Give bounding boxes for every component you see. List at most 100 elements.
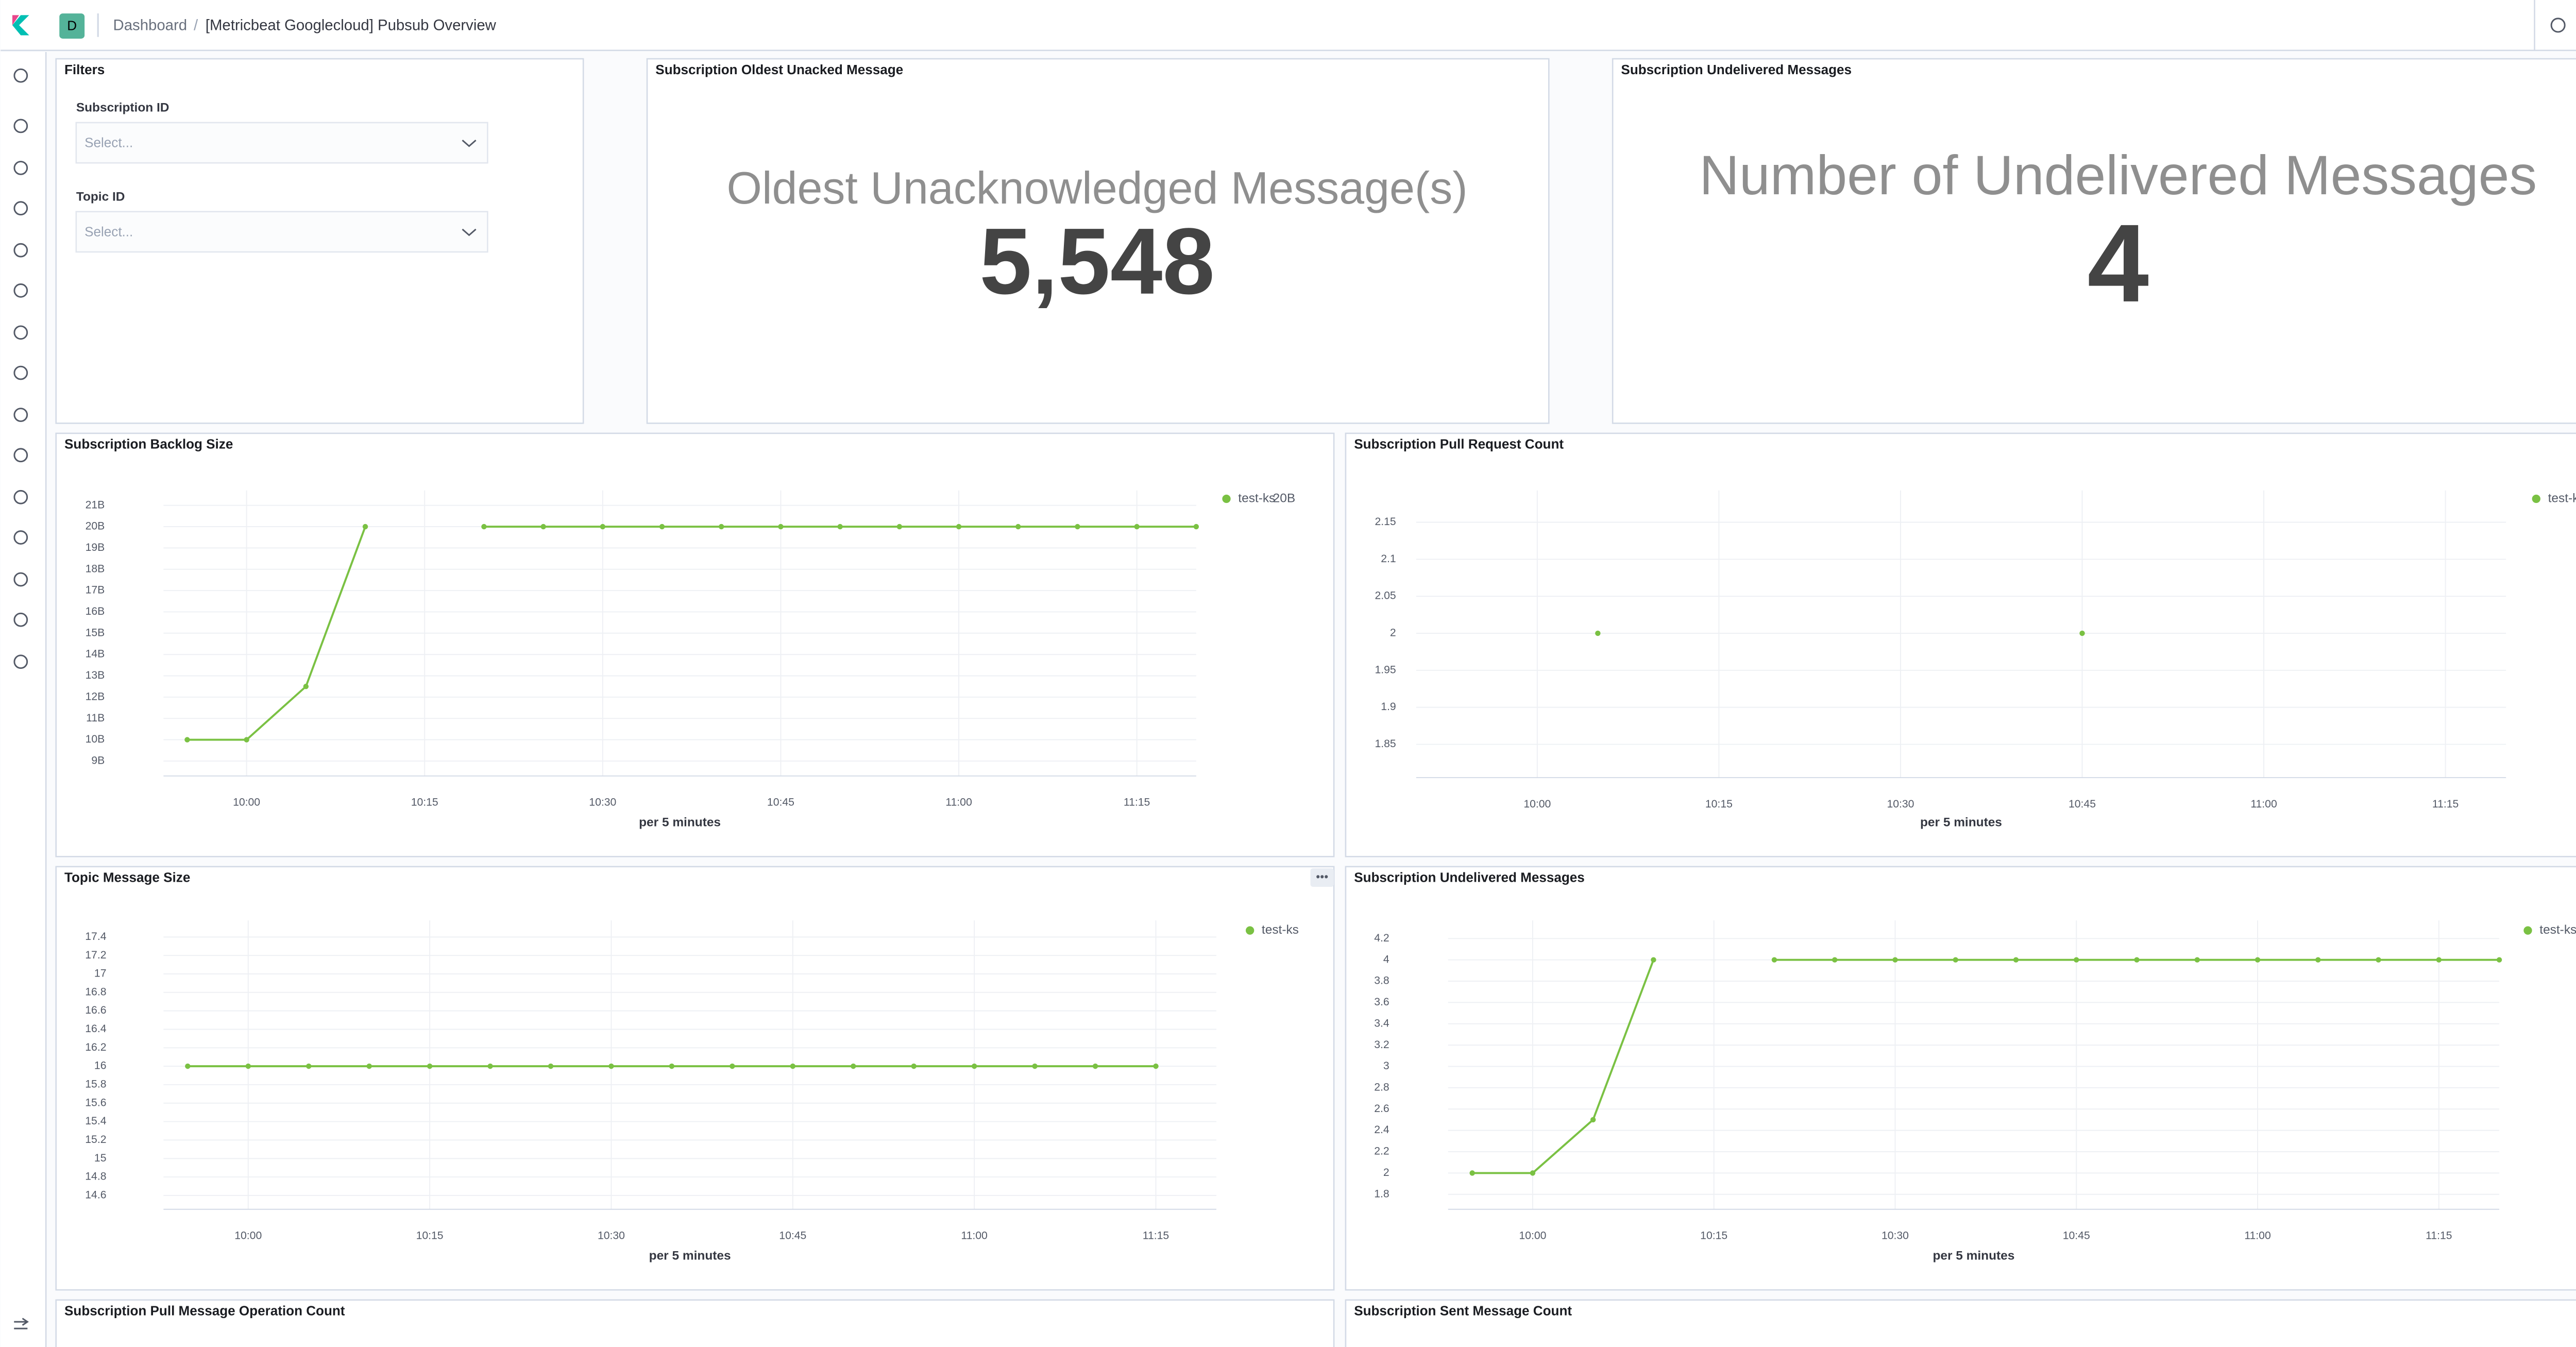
y-tick-label: 4 [1383, 953, 1389, 965]
x-tick-label: 11:00 [945, 797, 972, 809]
y-tick-label: 2.05 [1375, 590, 1396, 602]
nav-icon[interactable] [13, 201, 28, 216]
y-tick-label: 14.8 [85, 1171, 106, 1183]
data-point [184, 737, 190, 743]
y-tick-label: 15B [86, 627, 105, 638]
dropdown[interactable] [75, 211, 488, 253]
x-tick-label: 10:00 [233, 797, 260, 809]
y-tick-label: 13B [86, 669, 105, 681]
metric-label: Oldest Unacknowledged Message(s) [727, 162, 1468, 213]
nav-icons [13, 68, 29, 1329]
legend-label[interactable]: test-ks [2548, 491, 2576, 505]
chart: Subscription Backlog Size 9B 10B 11B 12B 13B 1… [55, 432, 1335, 857]
y-tick-label: 2.1 [1381, 553, 1396, 565]
chart: Subscription Undelivered Messages 1.8 2 2.2… [1345, 866, 2576, 1291]
nav-icon[interactable] [13, 161, 28, 175]
legend-swatch [1245, 926, 1255, 935]
x-tick-label: 10:00 [1519, 1230, 1546, 1241]
y-tick-label: 15.8 [85, 1079, 106, 1090]
x-tick-label: 10:30 [598, 1230, 625, 1241]
x-tick-label: 11:15 [2432, 798, 2459, 810]
y-tick-label: 2.8 [1374, 1081, 1389, 1093]
x-tick-label: 10:30 [589, 797, 616, 809]
x-tick-label: 10:45 [2063, 1230, 2090, 1241]
y-tick-label: 2 [1383, 1167, 1389, 1178]
chart-panel [1345, 866, 2576, 1291]
x-tick-label: 10:15 [411, 797, 438, 809]
data-point [540, 524, 546, 530]
y-tick-label: 3.4 [1374, 1017, 1389, 1029]
metric-panel [646, 58, 1550, 424]
y-tick-label: 1.9 [1381, 701, 1396, 713]
legend-swatch [1222, 494, 1231, 503]
panel-title: Topic Message Size [64, 870, 190, 885]
panel-title: Subscription Undelivered Messages [1621, 62, 1852, 77]
chevron [462, 228, 477, 237]
nav-icon[interactable] [13, 654, 28, 669]
y-tick-label: 14B [86, 648, 105, 660]
data-point [2496, 957, 2502, 963]
y-tick-label: 1.8 [1374, 1188, 1389, 1200]
data-point [2436, 957, 2442, 963]
legend-label[interactable]: test-ks [2539, 923, 2576, 937]
data-point [2255, 957, 2261, 963]
x-tick-label: 11:15 [2426, 1230, 2452, 1241]
data-point [1590, 1117, 1596, 1123]
nav-icon[interactable] [13, 68, 28, 83]
nav-icon[interactable] [13, 530, 28, 545]
nav-icon[interactable] [13, 325, 28, 340]
help-icon[interactable] [2550, 18, 2566, 33]
y-tick-label: 12B [86, 691, 105, 702]
data-point [719, 524, 724, 530]
y-tick-label: 14.6 [85, 1189, 106, 1201]
charts: Subscription Backlog Size 9B 10B 11B 12B 13B 1… [55, 432, 2576, 1291]
nav-icon[interactable] [13, 243, 28, 258]
nav-icon[interactable] [13, 119, 28, 133]
metric-panel [1612, 58, 2576, 424]
data-point [303, 683, 309, 689]
nav-icon[interactable] [13, 365, 28, 380]
y-tick-label: 19B [86, 542, 105, 553]
legend-swatch [2532, 494, 2540, 503]
nav-icon[interactable] [13, 612, 28, 627]
y-tick-label: 4.2 [1374, 932, 1389, 944]
chart-panel [55, 1299, 1335, 1347]
x-tick-label: 10:45 [779, 1230, 806, 1241]
y-tick-label: 16.2 [85, 1041, 106, 1053]
space-avatar[interactable] [59, 13, 85, 39]
x-axis-label: per 5 minutes [639, 816, 721, 830]
data-point [1953, 957, 1958, 963]
panel-options-button[interactable] [1310, 868, 1334, 887]
nav-icon[interactable] [13, 448, 28, 463]
data-point [1075, 524, 1080, 530]
nav-icon[interactable] [13, 490, 28, 504]
data-point [730, 1063, 735, 1069]
panel-title: Subscription Oldest Unacked Message [655, 62, 903, 77]
data-point [481, 524, 487, 530]
breadcrumb-separator: / [194, 16, 198, 33]
breadcrumb-link[interactable]: Dashboard [113, 16, 187, 33]
legend-label[interactable]: test-ks [1262, 923, 1299, 937]
chevron [462, 140, 477, 147]
collapse-icon[interactable] [14, 1318, 29, 1329]
x-tick-label: 10:15 [416, 1230, 444, 1241]
legend-label[interactable]: test-ks [1238, 491, 1275, 505]
data-point [790, 1063, 796, 1069]
data-point [245, 1063, 251, 1069]
nav-icon[interactable] [13, 572, 28, 587]
y-tick-label: 17 [94, 968, 107, 980]
metric-value: 4 [2087, 201, 2149, 325]
x-axis-label: per 5 minutes [649, 1249, 731, 1262]
avatar-letter: D [67, 18, 77, 33]
control-label: Subscription ID [76, 101, 170, 115]
y-tick-label: 16.6 [85, 1004, 106, 1016]
dropdown-placeholder: Select... [84, 135, 133, 150]
y-tick-label: 2.6 [1374, 1103, 1389, 1115]
dropdown[interactable] [75, 122, 488, 164]
nav-icon[interactable] [13, 408, 28, 422]
data-point [2134, 957, 2140, 963]
y-tick-label: 16 [94, 1060, 107, 1072]
data-point [1595, 630, 1601, 636]
nav-icon[interactable] [13, 283, 28, 298]
